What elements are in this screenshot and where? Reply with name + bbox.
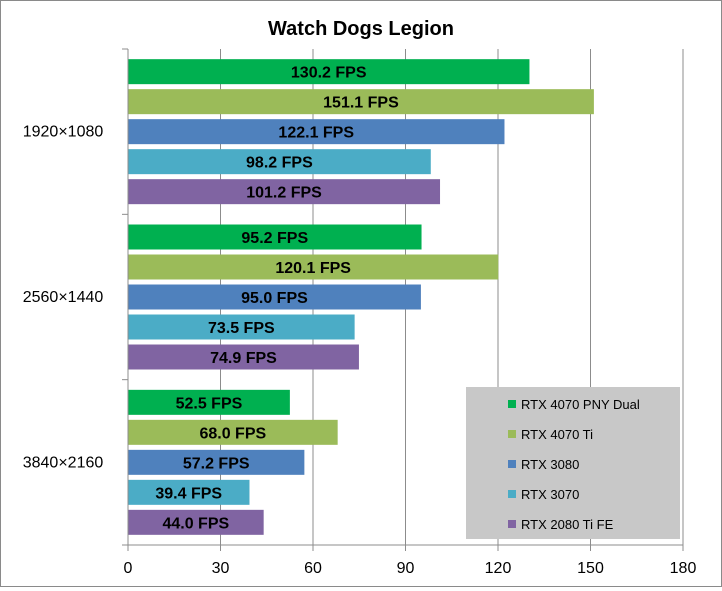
bar-rtx-4070-pny-dual-3840-2160: [128, 389, 290, 415]
legend-swatch-rtx-4070-ti: [508, 430, 516, 438]
legend-label-rtx-4070-ti: RTX 4070 Ti: [521, 427, 593, 442]
data-label-rtx-3070-1920-1080: 98.2 FPS: [246, 155, 313, 172]
legend-box: [466, 387, 680, 539]
data-label-rtx-4070-ti-2560-1440: 120.1 FPS: [275, 260, 351, 277]
legend-label-rtx-2080-ti-fe: RTX 2080 Ti FE: [521, 517, 614, 532]
bar-rtx-4070-ti-2560-1440: [128, 254, 499, 280]
bar-rtx-4070-ti-1920-1080: [128, 89, 594, 115]
data-label-rtx-3070-2560-1440: 73.5 FPS: [208, 320, 275, 337]
bar-rtx-3080-1920-1080: [128, 119, 505, 145]
data-label-rtx-4070-ti-1920-1080: 151.1 FPS: [323, 95, 399, 112]
bars: 130.2 FPS 151.1 FPS 122.1 FPS 98.2 FPS 101.2…: [128, 59, 594, 535]
data-label-rtx-3080-1920-1080: 122.1 FPS: [278, 125, 354, 142]
y-category-label-2560-1440: 2560×1440: [23, 289, 104, 306]
data-label-rtx-4070-pny-dual-2560-1440: 95.2 FPS: [241, 230, 308, 247]
x-tick-label-90: 90: [397, 560, 415, 577]
y-category-label-1920-1080: 1920×1080: [23, 124, 104, 141]
x-tick-label-60: 60: [304, 560, 322, 577]
data-label-rtx-2080-ti-fe-1920-1080: 101.2 FPS: [246, 185, 322, 202]
legend-swatch-rtx-4070-pny-dual: [508, 400, 516, 408]
legend-swatch-rtx-3080: [508, 460, 516, 468]
data-label-rtx-4070-pny-dual-3840-2160: 52.5 FPS: [176, 395, 243, 412]
bar-rtx-4070-pny-dual-1920-1080: [128, 59, 530, 85]
data-label-rtx-2080-ti-fe-2560-1440: 74.9 FPS: [210, 350, 277, 367]
y-category-label-3840-2160: 3840×2160: [23, 454, 104, 471]
legend-label-rtx-3080: RTX 3080: [521, 457, 579, 472]
x-tick-label-120: 120: [485, 560, 512, 577]
bar-rtx-3070-2560-1440: [128, 314, 355, 340]
bar-rtx-4070-ti-3840-2160: [128, 419, 338, 445]
legend-swatch-rtx-3070: [508, 490, 516, 498]
x-tick-label-30: 30: [212, 560, 230, 577]
data-label-rtx-4070-ti-3840-2160: 68.0 FPS: [199, 425, 266, 442]
bar-rtx-2080-ti-fe-3840-2160: [128, 509, 264, 535]
legend-label-rtx-3070: RTX 3070: [521, 487, 579, 502]
legend-label-rtx-4070-pny-dual: RTX 4070 PNY Dual: [521, 397, 640, 412]
legend: RTX 4070 PNY Dual RTX 4070 Ti RTX 3080 RTX …: [466, 387, 680, 539]
bar-rtx-4070-pny-dual-2560-1440: [128, 224, 422, 250]
axes: 0 30 60 90 120 150 180 1920×1080 2560×1440 3840×2…: [23, 48, 697, 577]
bar-rtx-2080-ti-fe-2560-1440: [128, 344, 359, 370]
data-label-rtx-2080-ti-fe-3840-2160: 44.0 FPS: [162, 515, 229, 532]
bar-rtx-2080-ti-fe-1920-1080: [128, 179, 441, 205]
data-label-rtx-3080-2560-1440: 95.0 FPS: [241, 290, 308, 307]
x-tick-label-150: 150: [577, 560, 604, 577]
bar-rtx-3070-3840-2160: [128, 479, 250, 505]
data-label-rtx-3080-3840-2160: 57.2 FPS: [183, 455, 250, 472]
data-label-rtx-4070-pny-dual-1920-1080: 130.2 FPS: [291, 65, 367, 82]
bar-rtx-3080-3840-2160: [128, 449, 305, 475]
data-label-rtx-3070-3840-2160: 39.4 FPS: [155, 485, 222, 502]
bar-rtx-3080-2560-1440: [128, 284, 421, 310]
x-tick-label-180: 180: [670, 560, 697, 577]
x-tick-label-0: 0: [124, 560, 133, 577]
legend-swatch-rtx-2080-ti-fe: [508, 520, 516, 528]
bar-rtx-3070-1920-1080: [128, 149, 431, 175]
chart-title: Watch Dogs Legion: [268, 18, 454, 40]
